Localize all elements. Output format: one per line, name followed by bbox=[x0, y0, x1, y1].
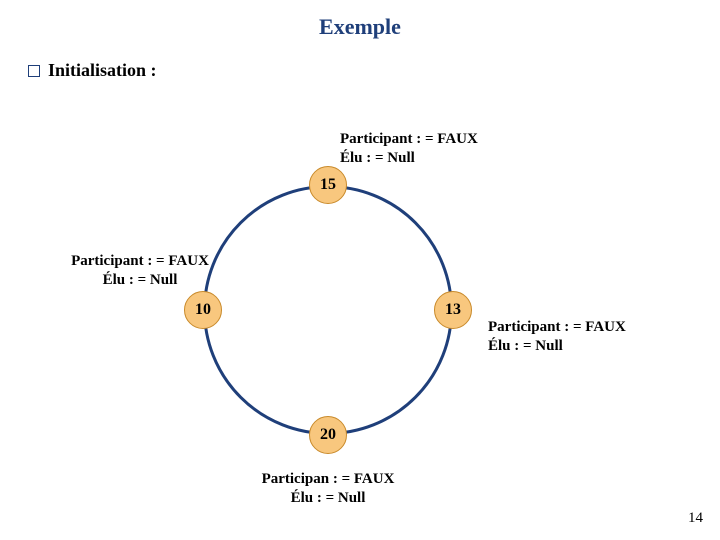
node-15-value: 15 bbox=[320, 176, 336, 194]
node-13: 13 bbox=[434, 291, 472, 329]
label-13-line1: Participant : = FAUX bbox=[488, 319, 626, 335]
label-15-line2: Élu : = Null bbox=[340, 150, 415, 166]
bullet-square-icon bbox=[28, 65, 40, 77]
label-20-line2: Élu : = Null bbox=[291, 490, 366, 506]
node-13-value: 13 bbox=[445, 301, 461, 319]
label-15-line1: Participant : = FAUX bbox=[340, 131, 478, 147]
node-20-value: 20 bbox=[320, 426, 336, 444]
ring-circle bbox=[203, 185, 453, 435]
slide-title-text: Exemple bbox=[319, 14, 401, 39]
label-13: Participant : = FAUX Élu : = Null bbox=[488, 318, 626, 356]
label-20: Participan : = FAUX Élu : = Null bbox=[208, 470, 448, 508]
label-15: Participant : = FAUX Élu : = Null bbox=[340, 130, 478, 168]
page-number: 14 bbox=[688, 510, 703, 527]
label-10-line2: Élu : = Null bbox=[103, 272, 178, 288]
node-15: 15 bbox=[309, 166, 347, 204]
label-10: Participant : = FAUX Élu : = Null bbox=[20, 252, 260, 290]
node-20: 20 bbox=[309, 416, 347, 454]
label-13-line2: Élu : = Null bbox=[488, 338, 563, 354]
slide-title: Exemple bbox=[0, 14, 720, 40]
bullet-initialisation: Initialisation : bbox=[28, 60, 157, 81]
node-10: 10 bbox=[184, 291, 222, 329]
label-20-line1: Participan : = FAUX bbox=[262, 471, 395, 487]
label-10-line1: Participant : = FAUX bbox=[71, 253, 209, 269]
page-number-text: 14 bbox=[688, 510, 703, 526]
bullet-text: Initialisation : bbox=[48, 60, 157, 81]
node-10-value: 10 bbox=[195, 301, 211, 319]
